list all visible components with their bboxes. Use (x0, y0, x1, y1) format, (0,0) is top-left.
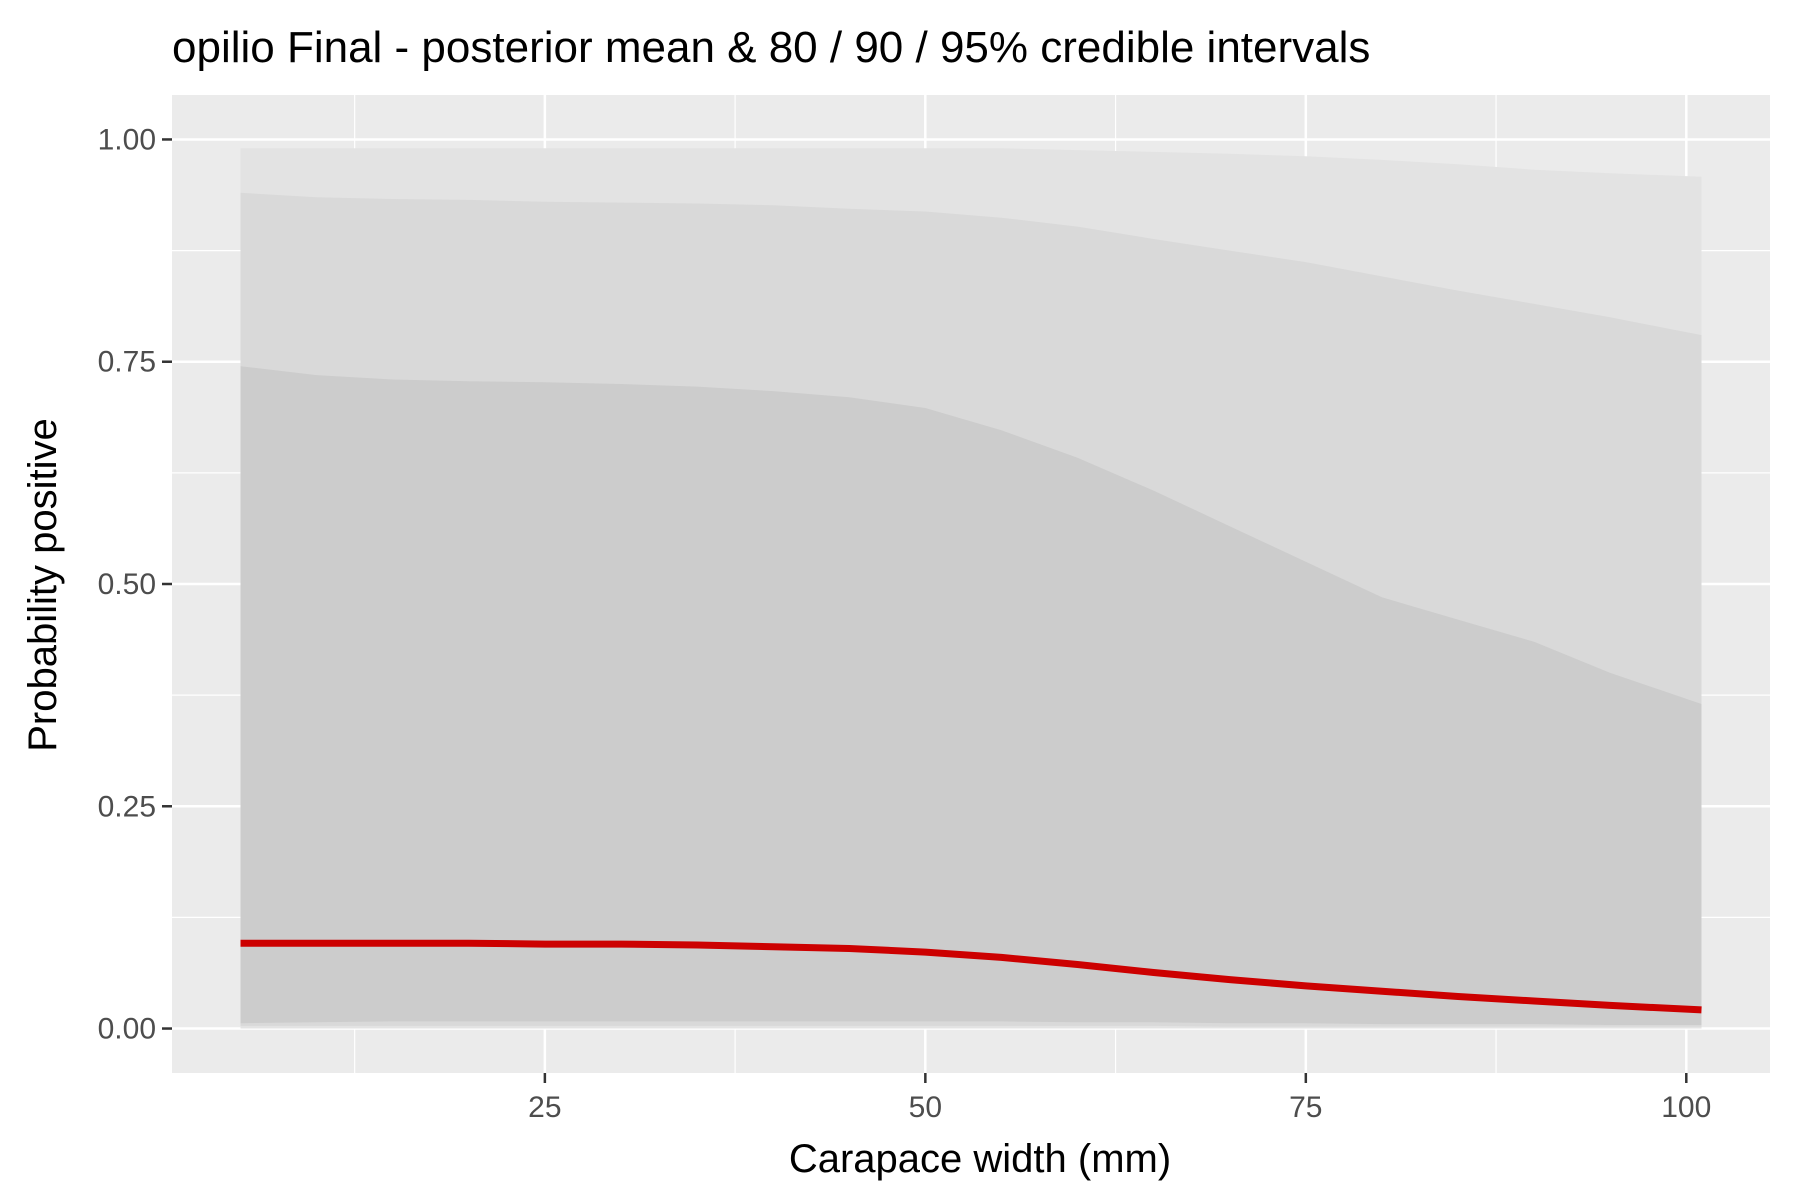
x-tick-label: 25 (528, 1091, 561, 1124)
y-tick-label: 0.25 (98, 790, 156, 823)
x-tick-label: 100 (1661, 1091, 1711, 1124)
mean-layer (240, 939, 1702, 1014)
credible-bands (240, 148, 1702, 1029)
band-80-area (240, 366, 1702, 1025)
y-tick-label: 0.75 (98, 346, 156, 379)
y-tick-label: 0.50 (98, 568, 156, 601)
y-tick-label: 0.00 (98, 1013, 156, 1046)
x-axis-title: Carapace width (mm) (789, 1137, 1171, 1181)
posterior-mean-line (240, 939, 1702, 1014)
x-tick-label: 50 (909, 1091, 942, 1124)
x-tick-label: 75 (1289, 1091, 1322, 1124)
y-axis: 0.00 0.25 0.50 0.75 1.00 (98, 123, 172, 1046)
y-axis-title: Probability positive (21, 418, 65, 752)
x-axis: 25 50 75 100 (528, 1073, 1711, 1124)
chart-title: opilio Final - posterior mean & 80 / 90 … (172, 23, 1370, 72)
y-tick-label: 1.00 (98, 123, 156, 156)
